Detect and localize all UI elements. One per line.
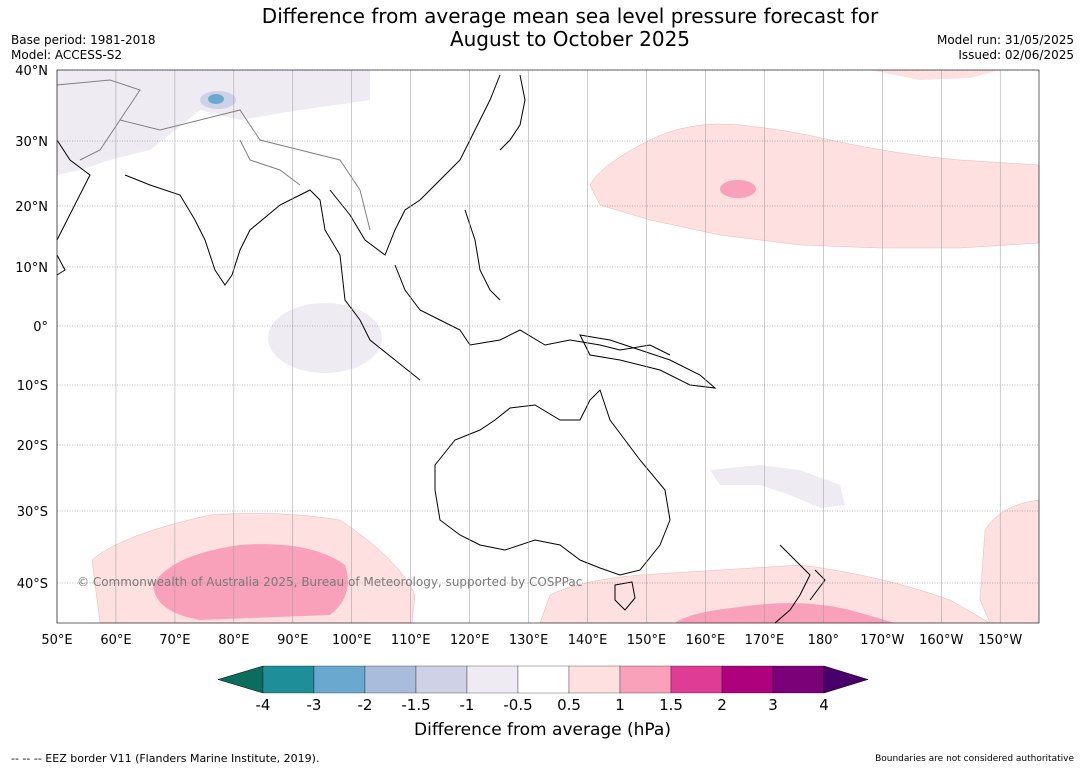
lat-tick-label: 10°S [17, 379, 48, 394]
lon-tick-label: 150°E [627, 633, 667, 648]
map-frame [56, 69, 1040, 624]
base-period: Base period: 1981-2018 [11, 33, 156, 47]
coast-tasmania [614, 581, 636, 611]
map-title-line1: Difference from average mean sea level p… [261, 4, 879, 28]
colorbar-tick-label: 3 [768, 696, 778, 714]
border-central-asia [56, 79, 371, 231]
colorbar-swatch [415, 665, 468, 694]
model-name: Model: ACCESS-S2 [11, 48, 123, 62]
lon-tick-label: 130°E [509, 633, 549, 648]
anomaly-shading [57, 70, 1040, 624]
lat-tick-label: 40°N [15, 64, 48, 79]
colorbar-swatch [466, 665, 519, 694]
colorbar-swatch [313, 665, 366, 694]
lon-tick-label: 150°W [978, 633, 1022, 648]
lat-tick-label: 10°N [15, 261, 48, 276]
colorbar-swatch [619, 665, 672, 694]
anomaly-pos-far-east [979, 499, 1040, 624]
colorbar-swatch [517, 665, 570, 694]
colorbar-tick-label: -2 [358, 696, 373, 714]
coast-australia [434, 389, 671, 576]
coastlines [56, 74, 826, 624]
lat-tick-label: 0° [33, 320, 48, 335]
anomaly-neg-asia [57, 70, 370, 175]
colorbar-extend-low [217, 665, 264, 694]
anomaly-pos-south-indian-core [153, 544, 348, 620]
anomaly-pos-south-pacific [539, 564, 991, 624]
lon-tick-label: 50°E [41, 633, 72, 648]
graticule [56, 69, 1039, 623]
colorbar-swatch [772, 665, 825, 694]
lon-tick-label: 140°E [568, 633, 608, 648]
colorbar-tick-label: -1.5 [401, 696, 430, 714]
coast-new-zealand [774, 544, 826, 624]
issued-date: Issued: 02/06/2025 [958, 48, 1074, 62]
colorbar-tick-label: 4 [819, 696, 829, 714]
anomaly-pos-north-pacific [589, 123, 1040, 249]
colorbar-swatch [670, 665, 723, 694]
model-info: Base period: 1981-2018 Model: ACCESS-S2 [11, 33, 156, 63]
lon-tick-label: 70°E [159, 633, 190, 648]
anomaly-neg-indian-ocean [268, 303, 382, 373]
latitude-labels: 40°N 30°N 20°N 10°N 0° 10°S 20°S 30°S 40°S [15, 64, 48, 592]
lon-tick-label: 100°E [332, 633, 372, 648]
anomaly-neg-tasman [710, 465, 845, 508]
colorbar-tick-label: 1 [615, 696, 625, 714]
lon-tick-label: 60°E [100, 633, 131, 648]
copyright-notice: © Commonwealth of Australia 2025, Bureau… [77, 575, 582, 589]
lon-tick-label: 170°E [745, 633, 785, 648]
colorbar-tick-label: 2 [717, 696, 727, 714]
eez-legend: -- -- -- EEZ border V11 (Flanders Marine… [11, 752, 320, 765]
lon-tick-label: 90°E [277, 633, 308, 648]
boundary-disclaimer: Boundaries are not considered authoritat… [875, 754, 1074, 764]
coast-new-guinea [579, 334, 717, 389]
anomaly-pos-north-top [870, 70, 1000, 80]
lon-tick-label: 160°E [686, 633, 726, 648]
colorbar-swatch [721, 665, 774, 694]
colorbar-tick-label: -0.5 [503, 696, 532, 714]
lon-tick-label: 180° [808, 633, 839, 648]
lon-tick-label: 80°E [218, 633, 249, 648]
lat-tick-label: 30°S [17, 505, 48, 520]
colorbar-swatch [262, 665, 315, 694]
colorbar-swatch [364, 665, 417, 694]
model-run: Model run: 31/05/2025 [936, 33, 1074, 47]
colorbar-tick-label: 1.5 [659, 696, 683, 714]
map-title-line2: August to October 2025 [449, 27, 691, 51]
anomaly-pos-south-pacific-core [675, 603, 895, 623]
coast-japan [499, 74, 526, 151]
colorbar-extend-high [823, 665, 869, 694]
colorbar-title: Difference from average (hPa) [414, 720, 671, 740]
lat-tick-label: 20°S [17, 439, 48, 454]
lat-tick-label: 30°N [15, 135, 48, 150]
lon-tick-label: 110°E [391, 633, 431, 648]
lat-tick-label: 40°S [17, 577, 48, 592]
colorbar-tick-label: 0.5 [557, 696, 581, 714]
coast-southeast-asia [329, 74, 671, 356]
anomaly-pos-north-pacific-core [720, 180, 756, 198]
longitude-labels: 50°E 60°E 70°E 80°E 90°E 100°E 110°E 120°E 130°E… [41, 633, 1022, 648]
lon-tick-label: 160°W [919, 633, 963, 648]
colorbar-tick-label: -4 [256, 696, 271, 714]
lon-tick-label: 170°W [860, 633, 904, 648]
colorbar-tick-label: -1 [460, 696, 475, 714]
colorbar: -4 -3 -2 -1.5 -1 -0.5 0.5 1 1.5 2 3 4 [217, 665, 869, 714]
anomaly-neg-tibet-core [208, 94, 224, 104]
lon-tick-label: 120°E [450, 633, 490, 648]
run-info: Model run: 31/05/2025 Issued: 02/06/2025 [937, 33, 1074, 63]
colorbar-swatch [568, 665, 621, 694]
lat-tick-label: 20°N [15, 200, 48, 215]
colorbar-tick-label: -3 [307, 696, 322, 714]
coast-arabia-india [56, 139, 421, 381]
country-borders [56, 79, 371, 231]
